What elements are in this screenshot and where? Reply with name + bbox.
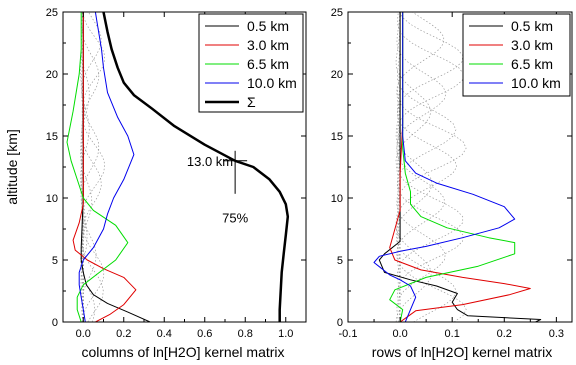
- left-y-tick-label: 10: [46, 193, 58, 205]
- right-y-tick-label: 20: [331, 69, 343, 81]
- right-legend-label: 0.5 km: [511, 18, 553, 34]
- right-background-curve: [397, 12, 464, 322]
- left-background-curve: [81, 12, 105, 322]
- y-axis-label: altitude [km]: [4, 129, 20, 204]
- left-x-tick-label: 0.0: [76, 328, 91, 340]
- right-y-tick-label: 10: [331, 193, 343, 205]
- right-background-curve: [397, 12, 467, 322]
- right-x-tick-label: 0.2: [497, 328, 512, 340]
- right-x-tick-label: 0.1: [445, 328, 460, 340]
- right-y-tick-label: 25: [331, 7, 343, 19]
- left-legend-label: 6.5 km: [247, 56, 289, 72]
- right-chart: -0.1 0.0 0.1 0.2 0.3 0 5 10 15 20 25 0.5 km 3.0 km 6…: [331, 7, 573, 360]
- left-x-tick-label: 0.8: [238, 328, 253, 340]
- left-legend-label: 3.0 km: [247, 37, 289, 53]
- right-series-layer: [373, 12, 542, 322]
- right-series-1-line: [389, 12, 531, 322]
- left-axis-ticks: 0.0 0.2 0.4 0.6 0.8 1.0 0 5 10 15 20 25: [46, 7, 306, 340]
- right-background-curve: [395, 12, 432, 322]
- right-background-curve: [396, 12, 447, 322]
- right-legend-label: 10.0 km: [511, 75, 561, 91]
- annotation-percent-label: 75%: [222, 211, 248, 226]
- right-legend-label: 6.5 km: [511, 56, 553, 72]
- left-y-tick-label: 5: [52, 255, 58, 267]
- left-legend: 0.5 km 3.0 km 6.5 km 10.0 km Σ: [198, 13, 304, 113]
- left-legend-label: 10.0 km: [247, 75, 297, 91]
- left-series-3-line: [78, 12, 135, 322]
- right-x-axis-label: rows of ln[H2O] kernel matrix: [372, 344, 553, 360]
- right-legend-box: [462, 13, 571, 97]
- left-background-curve: [81, 12, 102, 322]
- left-x-tick-label: 1.0: [278, 328, 293, 340]
- right-series-2-line: [389, 12, 516, 322]
- left-x-tick-label: 0.4: [157, 328, 172, 340]
- right-background-curve: [397, 12, 467, 322]
- left-legend-box: [198, 13, 304, 113]
- right-series-0-line: [378, 12, 542, 322]
- left-legend-items: 0.5 km 3.0 km 6.5 km 10.0 km Σ: [205, 18, 297, 110]
- left-x-tick-label: 0.2: [116, 328, 131, 340]
- left-y-tick-label: 0: [52, 317, 58, 329]
- left-background-curve: [81, 12, 104, 322]
- annotation-altitude-label: 13.0 km: [187, 154, 233, 169]
- left-y-tick-label: 20: [46, 69, 58, 81]
- right-y-tick-label: 5: [337, 255, 343, 267]
- left-y-tick-label: 25: [46, 7, 58, 19]
- left-background-curve: [81, 12, 106, 322]
- right-legend-label: 3.0 km: [511, 37, 553, 53]
- left-background-curve: [81, 12, 102, 322]
- left-legend-label: Σ: [247, 94, 256, 110]
- right-x-tick-label: -0.1: [339, 328, 358, 340]
- left-y-tick-label: 15: [46, 131, 58, 143]
- left-background-curve: [80, 12, 85, 322]
- right-y-tick-label: 0: [337, 317, 343, 329]
- left-x-tick-label: 0.6: [197, 328, 212, 340]
- left-series-1-line: [72, 12, 137, 322]
- right-background-curve: [396, 12, 445, 322]
- right-x-tick-label: 0.0: [392, 328, 407, 340]
- left-series-2-line: [66, 12, 129, 322]
- right-legend-items: 0.5 km 3.0 km 6.5 km 10.0 km: [469, 18, 561, 91]
- right-y-tick-label: 15: [331, 131, 343, 143]
- left-background-curve: [81, 12, 105, 322]
- left-legend-label: 0.5 km: [247, 18, 289, 34]
- left-x-axis-label: columns of ln[H2O] kernel matrix: [81, 344, 284, 360]
- left-series-layer: [66, 12, 290, 322]
- right-axis-ticks: -0.1 0.0 0.1 0.2 0.3 0 5 10 15 20 25: [331, 7, 572, 340]
- right-legend: 0.5 km 3.0 km 6.5 km 10.0 km: [462, 13, 571, 97]
- right-x-tick-label: 0.3: [549, 328, 564, 340]
- right-series-3-line: [373, 12, 516, 322]
- left-series-4-line: [102, 12, 290, 322]
- left-annotations: 13.0 km 75%: [187, 150, 249, 226]
